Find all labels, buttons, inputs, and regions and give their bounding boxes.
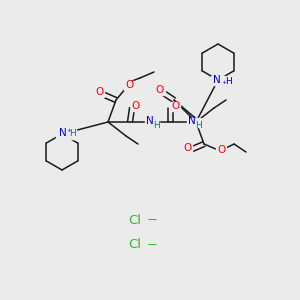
Bar <box>56 129 76 139</box>
Bar <box>94 88 104 97</box>
Text: O: O <box>95 87 103 97</box>
Bar <box>155 85 165 94</box>
Text: N: N <box>146 116 154 126</box>
Text: N: N <box>188 116 196 126</box>
Text: O: O <box>156 85 164 95</box>
Text: O: O <box>183 143 191 153</box>
Text: O: O <box>217 145 225 155</box>
Text: O: O <box>132 101 140 111</box>
Text: N: N <box>213 75 221 85</box>
Text: H: H <box>153 121 159 130</box>
Text: Cl: Cl <box>128 238 142 251</box>
Bar <box>124 80 134 89</box>
Text: N: N <box>59 128 67 138</box>
Bar <box>145 118 159 127</box>
Text: +: + <box>221 80 226 85</box>
Text: H: H <box>69 130 75 139</box>
Bar <box>170 101 180 110</box>
Text: O: O <box>171 101 179 111</box>
Text: +: + <box>66 128 72 133</box>
Bar <box>182 143 192 152</box>
Text: H: H <box>225 77 231 86</box>
Bar <box>216 146 226 154</box>
Text: O: O <box>125 80 133 90</box>
Bar <box>211 76 225 85</box>
Bar <box>187 118 201 127</box>
Bar <box>131 101 141 110</box>
Text: −: − <box>146 238 158 251</box>
Text: Cl: Cl <box>128 214 142 226</box>
Text: H: H <box>195 121 201 130</box>
Text: −: − <box>146 214 158 226</box>
